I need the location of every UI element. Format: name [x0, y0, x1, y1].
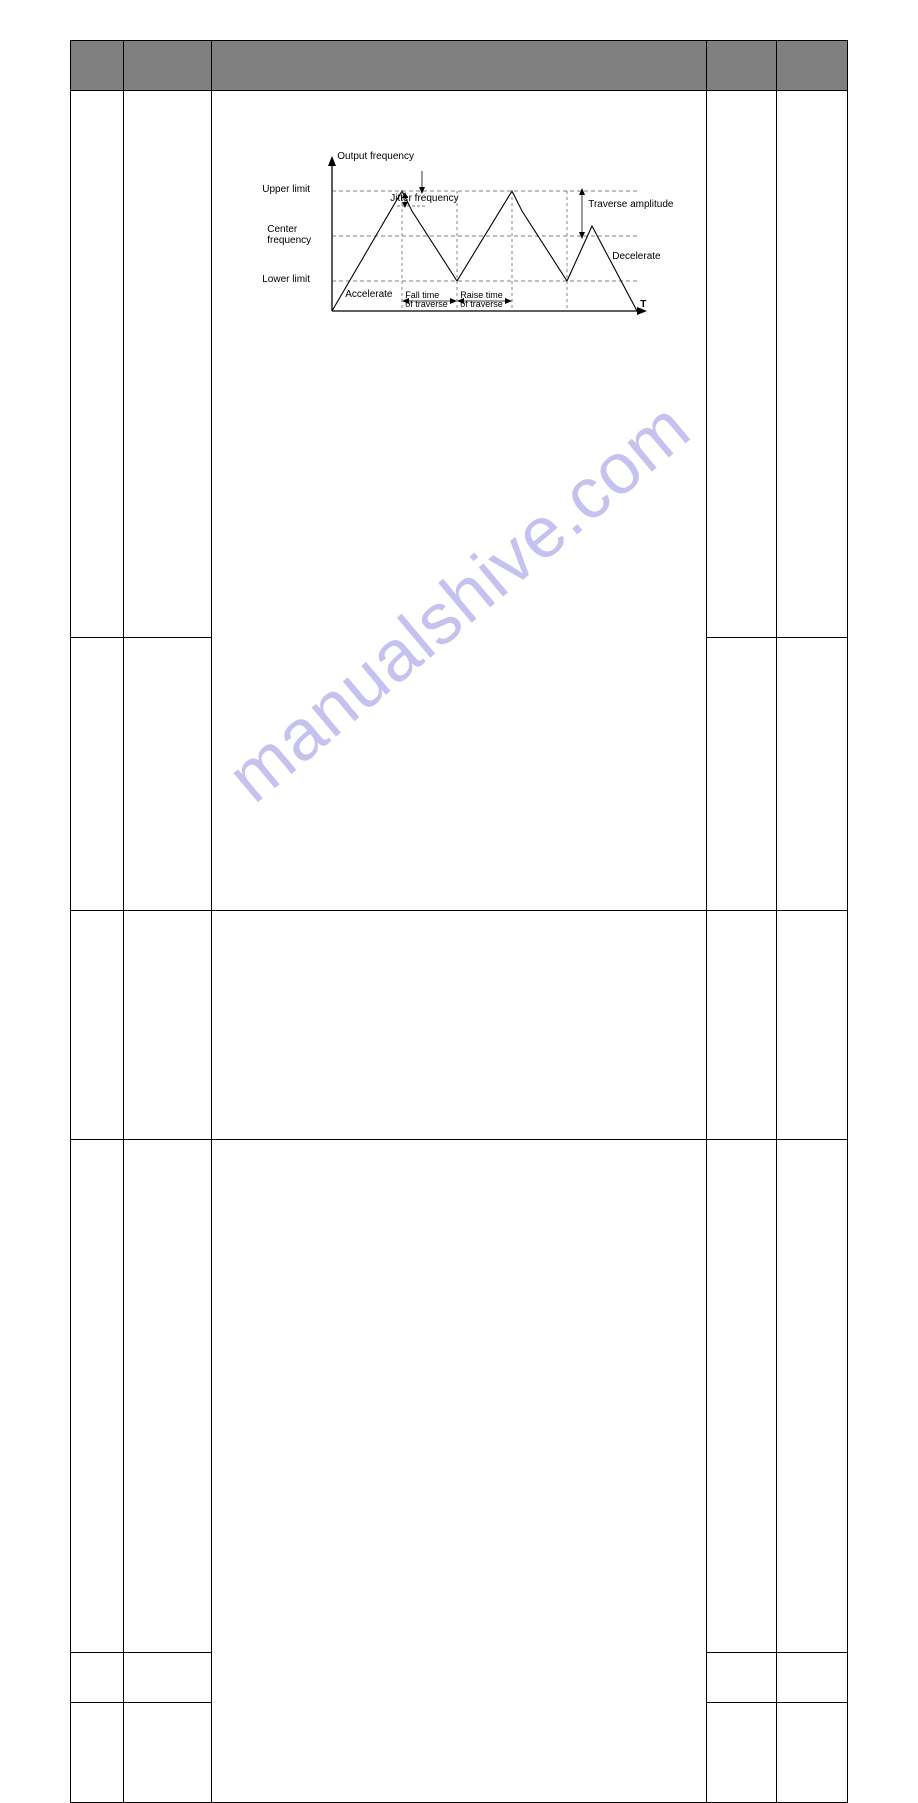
- cell-name: [123, 1653, 211, 1703]
- cell-description-cont: [212, 911, 706, 1803]
- header-cell: [123, 41, 211, 91]
- header-cell: [777, 41, 848, 91]
- label-accelerate: Accelerate: [345, 289, 392, 300]
- cell-default: [706, 637, 777, 910]
- label-decelerate: Decelerate: [612, 251, 660, 262]
- cell-default: [706, 1653, 777, 1703]
- cell-code: [71, 1653, 124, 1703]
- table-row: Output frequency Upper limit Centerfrequ…: [71, 91, 848, 638]
- label-lower-limit: Lower limit: [262, 274, 310, 285]
- cell-name: [123, 637, 211, 910]
- label-traverse-amplitude: Traverse amplitude: [588, 199, 673, 210]
- cell-name: [123, 1703, 211, 1803]
- label-upper-limit: Upper limit: [262, 184, 310, 195]
- header-cell: [71, 41, 124, 91]
- label-output-frequency: Output frequency: [337, 151, 414, 162]
- table-row: [71, 911, 848, 1653]
- cell-change: [777, 1653, 848, 1703]
- label-t-axis: T: [640, 299, 646, 310]
- label-center-frequency: Centerfrequency: [267, 224, 311, 246]
- cell-default: [706, 1703, 777, 1803]
- table-header-row: [71, 41, 848, 91]
- cell-name: [123, 91, 211, 638]
- label-raise-time: Raise timeof traverse: [460, 291, 503, 309]
- cell-change: [777, 637, 848, 910]
- header-cell: [706, 41, 777, 91]
- cell-change: [777, 91, 848, 638]
- cell-change: [777, 1703, 848, 1803]
- parameter-table: Output frequency Upper limit Centerfrequ…: [70, 40, 848, 1803]
- cell-name: [123, 911, 211, 1653]
- cell-change: [777, 911, 848, 1653]
- cell-default: [706, 91, 777, 638]
- traverse-diagram: Output frequency Upper limit Centerfrequ…: [242, 151, 662, 351]
- page: Output frequency Upper limit Centerfrequ…: [0, 0, 918, 1188]
- cell-code: [71, 911, 124, 1653]
- label-fall-time: Fall timeof traverse: [405, 291, 448, 309]
- cell-description-diagram: Output frequency Upper limit Centerfrequ…: [212, 91, 706, 911]
- label-jitter-frequency: Jitter frequency: [390, 193, 458, 204]
- cell-code: [71, 1703, 124, 1803]
- cell-code: [71, 91, 124, 638]
- cell-code: [71, 637, 124, 910]
- footer-divider: [70, 1139, 848, 1140]
- cell-default: [706, 911, 777, 1653]
- header-cell: [212, 41, 706, 91]
